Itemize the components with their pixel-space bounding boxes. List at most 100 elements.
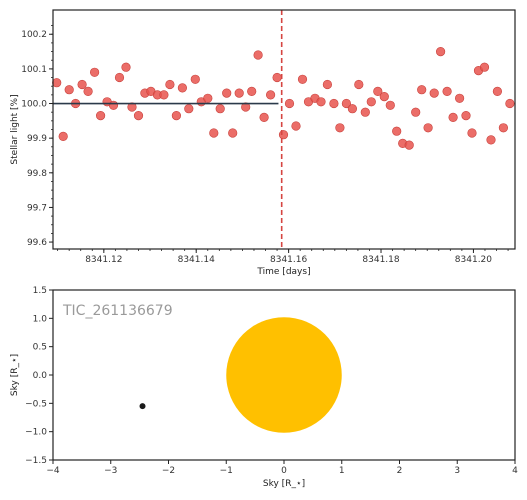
data-point bbox=[253, 50, 263, 60]
data-point bbox=[423, 123, 433, 133]
x-tick-label: 1 bbox=[339, 466, 345, 476]
data-point bbox=[266, 90, 276, 100]
data-point bbox=[278, 130, 289, 140]
data-point bbox=[379, 91, 389, 102]
x-tick-label: −4 bbox=[46, 466, 60, 476]
sky-x-label: Sky [R_⋆] bbox=[263, 479, 305, 489]
data-point bbox=[335, 123, 345, 133]
data-point bbox=[58, 131, 68, 141]
data-point bbox=[52, 78, 62, 88]
data-point bbox=[297, 74, 308, 84]
x-tick-label: 4 bbox=[512, 466, 518, 476]
x-tick-label: −3 bbox=[104, 466, 117, 476]
y-tick-label: −1.0 bbox=[25, 428, 47, 438]
x-tick-label: 8341.16 bbox=[270, 255, 307, 265]
y-tick-label: 99.7 bbox=[27, 203, 47, 213]
sky-x-ticks: −4 −3 −2 −1 0 1 2 3 4 bbox=[46, 460, 518, 476]
data-point bbox=[241, 102, 251, 112]
x-tick-label: 8341.12 bbox=[85, 255, 122, 265]
data-point bbox=[360, 107, 370, 117]
data-point bbox=[127, 102, 137, 112]
data-point bbox=[505, 98, 515, 109]
light-curve-x-label: Time [days] bbox=[256, 267, 310, 277]
data-point bbox=[247, 86, 257, 96]
sky-y-label: Sky [R_⋆] bbox=[10, 354, 20, 396]
data-point bbox=[498, 123, 509, 133]
y-tick-label: 0.5 bbox=[33, 343, 47, 353]
data-point bbox=[133, 110, 144, 121]
data-point bbox=[436, 46, 446, 57]
data-point bbox=[404, 140, 414, 150]
data-point bbox=[492, 86, 503, 96]
sky-panel: TIC_261136679 −4 −3 −2 −1 0 1 2 3 4 −1.5 −1.0 −0.5… bbox=[10, 286, 518, 489]
y-tick-label: 99.8 bbox=[27, 169, 47, 179]
data-point bbox=[455, 93, 465, 103]
data-point bbox=[171, 110, 181, 121]
data-point bbox=[77, 79, 87, 90]
data-point bbox=[322, 79, 333, 90]
light-curve-panel: 8341.12 8341.14 8341.16 8341.18 8341.20 99.6… bbox=[10, 9, 516, 277]
x-tick-label: 0 bbox=[281, 466, 287, 476]
data-point bbox=[121, 62, 131, 72]
x-tick-label: 3 bbox=[454, 466, 460, 476]
y-tick-label: 100.0 bbox=[21, 100, 47, 110]
light-curve-y-label: Stellar light [%] bbox=[10, 94, 20, 164]
y-tick-label: −1.5 bbox=[25, 456, 47, 466]
light-curve-y-ticks: 99.6 99.7 99.8 99.9 100.0 100.1 100.2 bbox=[21, 25, 53, 248]
data-point bbox=[209, 128, 219, 138]
data-point bbox=[83, 86, 93, 96]
x-tick-label: −2 bbox=[162, 466, 175, 476]
y-tick-label: 99.9 bbox=[27, 134, 47, 144]
data-point bbox=[203, 93, 213, 103]
data-point bbox=[442, 86, 452, 96]
data-point bbox=[354, 79, 364, 90]
data-point bbox=[184, 104, 194, 114]
data-point bbox=[486, 135, 496, 145]
light-curve-points bbox=[52, 46, 515, 150]
data-point bbox=[228, 128, 238, 138]
data-point bbox=[329, 98, 339, 109]
data-point bbox=[177, 83, 187, 93]
data-point bbox=[411, 107, 421, 117]
x-tick-label: −1 bbox=[220, 466, 233, 476]
data-point bbox=[114, 72, 125, 83]
data-point bbox=[417, 85, 427, 95]
light-curve-x-ticks: 8341.12 8341.14 8341.16 8341.18 8341.20 bbox=[57, 249, 509, 265]
data-point bbox=[373, 86, 383, 96]
data-point bbox=[108, 100, 119, 110]
light-curve-axes-frame bbox=[52, 9, 516, 250]
data-point bbox=[64, 85, 74, 95]
sky-axes-frame bbox=[52, 289, 516, 461]
data-point bbox=[272, 72, 282, 83]
data-point bbox=[222, 88, 232, 98]
data-point bbox=[448, 112, 458, 122]
y-tick-label: 99.6 bbox=[27, 238, 47, 248]
data-point bbox=[392, 126, 402, 136]
planet-dot bbox=[139, 403, 146, 410]
data-point bbox=[291, 121, 301, 131]
x-tick-label: 8341.18 bbox=[362, 255, 399, 265]
data-point bbox=[165, 79, 175, 90]
target-name: TIC_261136679 bbox=[62, 303, 173, 319]
y-tick-label: 1.0 bbox=[33, 314, 48, 324]
y-tick-label: 1.5 bbox=[33, 286, 47, 296]
y-tick-label: 100.1 bbox=[21, 65, 47, 75]
data-point bbox=[479, 62, 490, 72]
data-point bbox=[89, 67, 100, 77]
data-point bbox=[461, 110, 471, 121]
sky-y-ticks: −1.5 −1.0 −0.5 0.0 0.5 1.0 1.5 bbox=[25, 286, 53, 466]
data-point bbox=[316, 97, 326, 107]
data-point bbox=[215, 104, 225, 114]
data-point bbox=[341, 98, 352, 109]
y-tick-label: 0.0 bbox=[33, 371, 48, 381]
data-point bbox=[385, 100, 395, 110]
data-point bbox=[259, 112, 269, 122]
data-point bbox=[159, 90, 169, 100]
data-point bbox=[467, 128, 477, 138]
data-point bbox=[366, 97, 376, 107]
y-tick-label: −0.5 bbox=[25, 399, 47, 409]
x-tick-label: 8341.14 bbox=[178, 255, 215, 265]
data-point bbox=[429, 88, 439, 98]
data-point bbox=[190, 74, 200, 84]
